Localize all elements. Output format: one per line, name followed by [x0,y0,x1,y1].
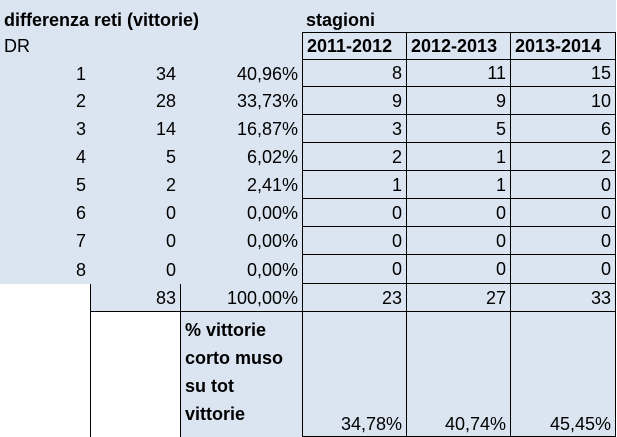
count-cell[interactable]: 2 [90,171,180,199]
pct-cell[interactable]: 2,41% [180,171,302,199]
season-value-cell[interactable]: 1 [406,171,510,199]
season-header-2[interactable]: 2012-2013 [406,32,510,60]
count-cell[interactable]: 0 [90,255,180,284]
season-value-cell[interactable]: 0 [302,199,406,227]
season-value-cell[interactable]: 0 [302,255,406,284]
season-value-cell[interactable]: 2 [302,143,406,171]
season-value-cell[interactable]: 2 [510,143,616,171]
summary-pct-cell[interactable]: 34,78% [302,312,406,437]
dr-label-cell[interactable]: DR [0,32,302,60]
season-value-cell[interactable]: 9 [302,87,406,115]
pct-cell[interactable]: 0,00% [180,255,302,284]
season-value-cell[interactable]: 5 [406,115,510,143]
pct-cell[interactable]: 40,96% [180,60,302,87]
season-value-cell[interactable]: 9 [406,87,510,115]
dr-cell[interactable]: 5 [0,171,90,199]
pct-cell[interactable]: 33,73% [180,87,302,115]
season-value-cell[interactable]: 0 [406,199,510,227]
season-value-cell[interactable]: 0 [510,171,616,199]
pct-cell[interactable]: 16,87% [180,115,302,143]
count-cell[interactable]: 14 [90,115,180,143]
season-value-cell[interactable]: 0 [302,227,406,255]
season-value-cell[interactable]: 3 [302,115,406,143]
dr-cell[interactable]: 7 [0,227,90,255]
empty-cell[interactable] [90,312,180,437]
empty-cell[interactable] [0,312,90,437]
dr-cell[interactable]: 8 [0,255,90,284]
season-header-1[interactable]: 2011-2012 [302,32,406,60]
season-value-cell[interactable]: 6 [510,115,616,143]
dr-cell[interactable]: 2 [0,87,90,115]
season-value-cell[interactable]: 15 [510,60,616,87]
count-cell[interactable]: 34 [90,60,180,87]
season-value-cell[interactable]: 1 [406,143,510,171]
summary-label-cell[interactable]: % vittorie corto muso su tot vittorie [180,312,302,437]
pct-cell[interactable]: 0,00% [180,227,302,255]
summary-label-line: % vittorie [185,320,267,340]
total-season-cell[interactable]: 27 [406,284,510,312]
summary-label-line: su tot [185,376,234,396]
count-cell[interactable]: 0 [90,199,180,227]
total-count-cell[interactable]: 83 [90,284,180,312]
season-value-cell[interactable]: 0 [406,227,510,255]
seasons-label-cell[interactable]: stagioni [302,0,616,32]
summary-label-line: vittorie [185,404,246,424]
pct-cell[interactable]: 6,02% [180,143,302,171]
summary-pct-cell[interactable]: 45,45% [510,312,616,437]
dr-cell[interactable]: 6 [0,199,90,227]
title-cell[interactable]: differenza reti (vittorie) [0,0,302,32]
total-season-cell[interactable]: 33 [510,284,616,312]
count-cell[interactable]: 0 [90,227,180,255]
season-value-cell[interactable]: 8 [302,60,406,87]
season-value-cell[interactable]: 0 [510,255,616,284]
empty-cell[interactable] [0,284,90,312]
pct-cell[interactable]: 0,00% [180,199,302,227]
season-value-cell[interactable]: 11 [406,60,510,87]
dr-cell[interactable]: 3 [0,115,90,143]
season-header-3[interactable]: 2013-2014 [510,32,616,60]
season-value-cell[interactable]: 10 [510,87,616,115]
count-cell[interactable]: 5 [90,143,180,171]
total-season-cell[interactable]: 23 [302,284,406,312]
dr-cell[interactable]: 4 [0,143,90,171]
summary-label-line: corto muso [185,348,284,368]
dr-cell[interactable]: 1 [0,60,90,87]
season-value-cell[interactable]: 0 [510,227,616,255]
season-value-cell[interactable]: 0 [510,199,616,227]
total-pct-cell[interactable]: 100,00% [180,284,302,312]
season-value-cell[interactable]: 0 [406,255,510,284]
count-cell[interactable]: 28 [90,87,180,115]
summary-pct-cell[interactable]: 40,74% [406,312,510,437]
season-value-cell[interactable]: 1 [302,171,406,199]
